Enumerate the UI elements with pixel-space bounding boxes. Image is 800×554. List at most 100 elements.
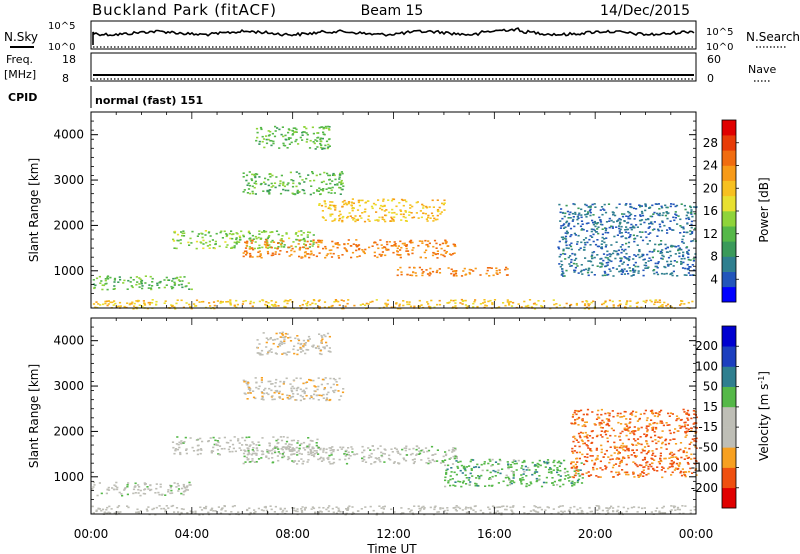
power-cell-7 bbox=[386, 303, 389, 306]
velocity-cell-7 bbox=[645, 462, 648, 464]
power-cell-7 bbox=[491, 302, 494, 304]
power-cell-3 bbox=[303, 181, 306, 183]
power-cell-8 bbox=[639, 215, 642, 217]
power-cell-4 bbox=[322, 127, 325, 130]
velocity-cell-2 bbox=[257, 458, 261, 460]
velocity-cell-3 bbox=[291, 385, 294, 388]
velocity-cell-1 bbox=[245, 436, 248, 439]
power-cell-7 bbox=[454, 302, 457, 304]
power-cell-8 bbox=[574, 213, 577, 215]
velocity-cell-2 bbox=[412, 447, 415, 450]
power-cell-5 bbox=[378, 216, 381, 219]
power-cell-8 bbox=[692, 258, 695, 260]
power-cell-5 bbox=[393, 211, 396, 214]
velocity-cell-2 bbox=[275, 446, 279, 448]
velocity-cell-1 bbox=[196, 453, 199, 456]
power-cell-8 bbox=[620, 225, 623, 228]
power-cell-3 bbox=[329, 182, 332, 185]
velocity-cell-5 bbox=[552, 484, 555, 486]
power-cell-7 bbox=[327, 306, 331, 308]
power-cell-2 bbox=[400, 246, 403, 249]
power-cell-3 bbox=[322, 180, 325, 183]
power-cell-2 bbox=[424, 239, 427, 242]
power-cell-7 bbox=[323, 301, 327, 303]
power-cell-7 bbox=[364, 304, 367, 306]
velocity-cell-5 bbox=[455, 473, 458, 476]
velocity-cell-7 bbox=[616, 415, 619, 417]
power-cell-5 bbox=[324, 203, 327, 205]
power-cell-7 bbox=[461, 303, 464, 305]
power-cell-2 bbox=[373, 255, 376, 257]
power-cell-7 bbox=[402, 304, 405, 307]
power-cell-0 bbox=[177, 279, 180, 281]
velocity-cell-5 bbox=[505, 474, 508, 477]
power-cell-7 bbox=[274, 301, 278, 303]
velocity-cell-2 bbox=[356, 453, 359, 455]
velocity-cell-7 bbox=[653, 422, 656, 424]
power-cell-8 bbox=[612, 221, 615, 223]
power-cell-8 bbox=[606, 264, 609, 266]
velocity-cell-7 bbox=[685, 455, 688, 457]
power-cell-7 bbox=[402, 300, 405, 302]
power-cell-8 bbox=[648, 207, 651, 209]
power-cell-3 bbox=[287, 189, 290, 192]
velocity-cell-7 bbox=[639, 475, 642, 477]
power-cell-7 bbox=[155, 300, 158, 303]
power-cell-4 bbox=[270, 140, 273, 142]
velocity-cell-6 bbox=[670, 505, 673, 507]
power-cell-3 bbox=[338, 186, 341, 189]
power-cell-4 bbox=[319, 137, 323, 140]
velocity-cell-7 bbox=[615, 458, 618, 460]
velocity-cell-2 bbox=[268, 450, 272, 452]
power-cell-2 bbox=[346, 243, 350, 245]
velocity-cell-2 bbox=[454, 455, 457, 458]
velocity-cell-1 bbox=[213, 443, 216, 446]
velocity-cell-7 bbox=[683, 425, 686, 428]
power-cell-2 bbox=[279, 239, 282, 242]
power-cell-8 bbox=[677, 248, 680, 251]
power-cell-8 bbox=[618, 225, 621, 227]
power-cell-3 bbox=[269, 173, 272, 175]
power-cell-8 bbox=[659, 225, 662, 228]
velocity-cell-4 bbox=[283, 338, 286, 341]
velocity-cell-2 bbox=[344, 458, 347, 461]
power-cell-1 bbox=[258, 244, 261, 247]
velocity-cell-6 bbox=[552, 508, 555, 510]
power-cell-7 bbox=[508, 304, 511, 306]
velocity-cell-6 bbox=[610, 505, 613, 508]
velocity-cell-5 bbox=[512, 472, 515, 474]
power-cell-7 bbox=[175, 302, 178, 305]
velocity-cell-6 bbox=[155, 506, 158, 509]
velocity-cell-2 bbox=[390, 448, 393, 450]
power-cell-4 bbox=[258, 140, 261, 143]
velocity-cell-6 bbox=[173, 511, 176, 513]
velocity-cell-3 bbox=[246, 381, 250, 383]
power-cell-8 bbox=[599, 209, 602, 211]
power-cell-7 bbox=[301, 303, 304, 306]
velocity-cell-6 bbox=[263, 506, 266, 508]
velocity-cell-6 bbox=[127, 506, 130, 509]
power-cell-8 bbox=[601, 240, 604, 242]
power-cell-8 bbox=[596, 239, 599, 241]
velocity-cell-7 bbox=[657, 461, 660, 463]
power-cell-2 bbox=[345, 249, 348, 252]
velocity-cell-5 bbox=[511, 461, 514, 464]
power-cell-8 bbox=[573, 269, 576, 272]
power-cell-5 bbox=[429, 217, 432, 219]
power-cell-5 bbox=[402, 199, 405, 202]
velocity-cell-7 bbox=[617, 450, 620, 453]
velocity-cell-2 bbox=[255, 461, 258, 463]
velocity-cell-2 bbox=[246, 447, 249, 449]
velocity-cell-7 bbox=[661, 466, 664, 468]
velocity-cell-1 bbox=[270, 449, 273, 452]
power-cell-4 bbox=[325, 127, 328, 129]
power-cell-8 bbox=[561, 264, 564, 266]
power-cell-7 bbox=[174, 308, 177, 310]
velocity-cell-1 bbox=[310, 452, 313, 454]
power-cell-8 bbox=[564, 258, 567, 260]
velocity-cell-3 bbox=[281, 393, 284, 396]
power-cell-8 bbox=[654, 265, 657, 268]
velocity-cell-2 bbox=[261, 453, 264, 456]
velocity-cell-7 bbox=[579, 431, 583, 434]
velocity-cell-6 bbox=[182, 508, 185, 511]
